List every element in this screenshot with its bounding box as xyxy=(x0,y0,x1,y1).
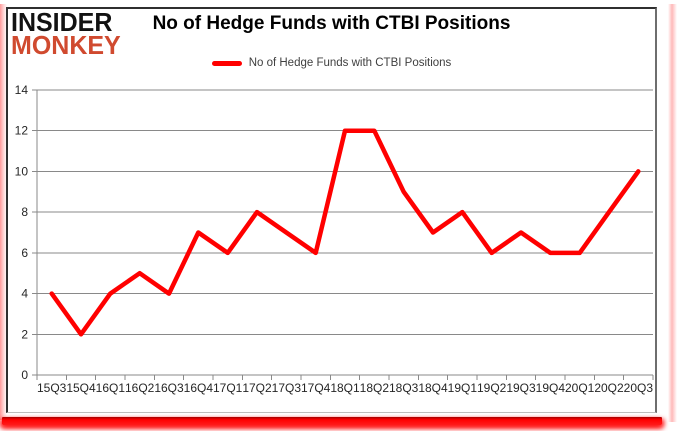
y-axis-label: 10 xyxy=(15,164,29,178)
y-axis-label: 14 xyxy=(15,83,29,97)
legend-label: No of Hedge Funds with CTBI Positions xyxy=(248,57,452,69)
y-axis-label: 2 xyxy=(21,327,28,341)
x-axis-label: 18Q4 xyxy=(418,381,448,395)
chart-title: No of Hedge Funds with CTBI Positions xyxy=(152,13,511,34)
x-axis-label: 20Q2 xyxy=(594,381,624,395)
x-axis-label: 18Q1 xyxy=(330,381,360,395)
x-axis-label: 16Q1 xyxy=(96,381,126,395)
y-axis-label: 4 xyxy=(21,287,28,301)
x-axis-label: 16Q3 xyxy=(154,381,184,395)
logo-word-monkey: MONKEY xyxy=(11,30,121,61)
x-axis-label: 19Q4 xyxy=(536,381,566,395)
logo-word-insider: INSIDER xyxy=(11,7,113,38)
x-axis-label: 17Q2 xyxy=(242,381,272,395)
x-axis-label: 19Q1 xyxy=(448,381,478,395)
red-glow-left xyxy=(0,4,7,420)
y-axis-label: 12 xyxy=(15,124,29,138)
y-axis-label: 6 xyxy=(21,246,28,260)
x-axis-label: 17Q3 xyxy=(272,381,302,395)
data-line xyxy=(49,128,641,337)
x-axis-label: 20Q1 xyxy=(565,381,595,395)
x-axis-label: 15Q4 xyxy=(66,381,96,395)
insider-monkey-logo: INSIDER MONKEY xyxy=(11,7,121,61)
x-axis-label: 16Q4 xyxy=(184,381,214,395)
y-axis-label: 8 xyxy=(21,205,28,219)
x-axis-label: 19Q3 xyxy=(506,381,536,395)
x-axis-label: 19Q2 xyxy=(477,381,507,395)
x-axis-label: 17Q4 xyxy=(301,381,331,395)
legend: No of Hedge Funds with CTBI Positions xyxy=(8,57,655,69)
x-axis-label: 18Q2 xyxy=(360,381,390,395)
legend-line-swatch xyxy=(211,60,242,66)
x-axis-label: 18Q3 xyxy=(389,381,419,395)
x-axis-label: 20Q3 xyxy=(624,381,654,395)
y-axis-label: 0 xyxy=(21,368,28,382)
chart-card: INSIDER MONKEY No of Hedge Funds with CT… xyxy=(6,7,657,413)
red-glow-right xyxy=(668,4,677,422)
x-axis-label: 16Q2 xyxy=(125,381,155,395)
red-glow-bottom-bar xyxy=(2,417,662,425)
x-axis-label: 15Q3 xyxy=(37,381,67,395)
x-axis-label: 17Q1 xyxy=(213,381,243,395)
